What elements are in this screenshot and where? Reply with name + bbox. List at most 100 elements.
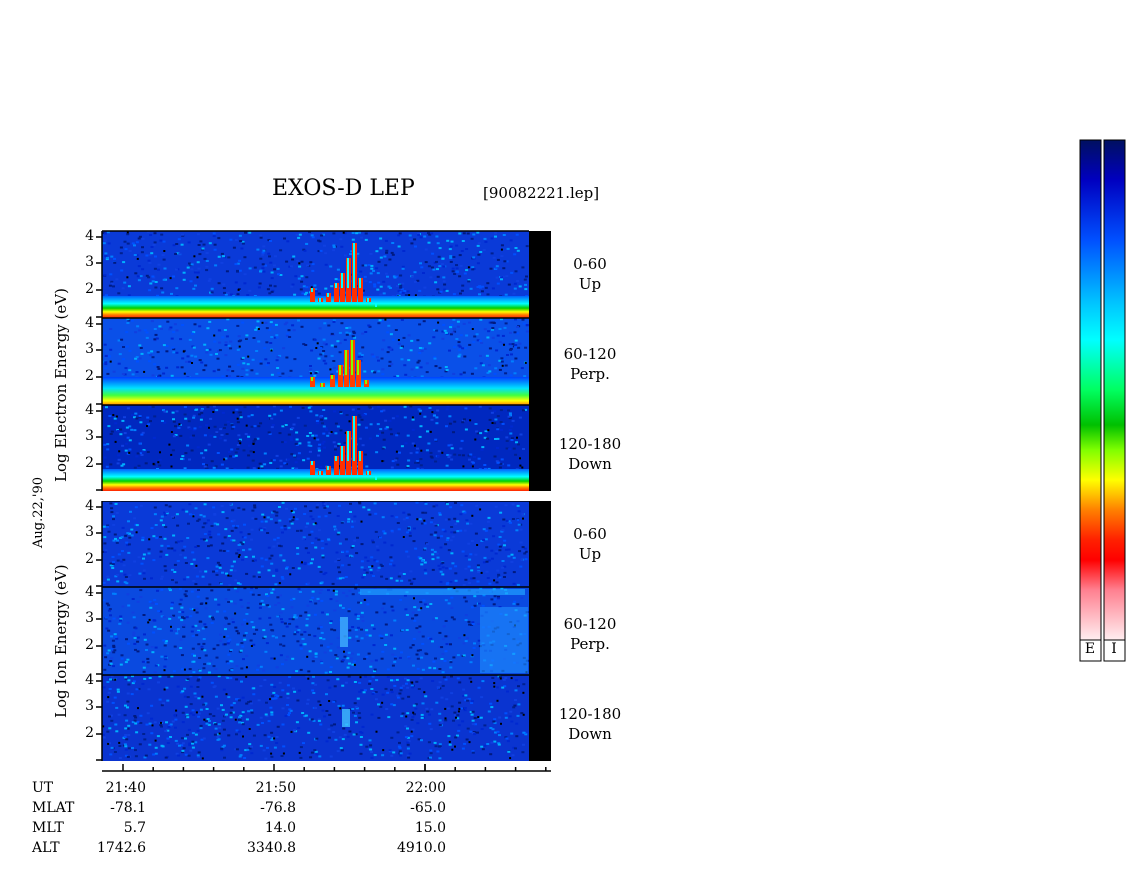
spectrogram-pixel [147,351,151,354]
spectrogram-pixel [273,657,276,660]
spectrogram-pixel [319,249,323,252]
spectrogram-pixel [329,671,332,673]
ion-feature [340,617,348,647]
spectrogram-pixel [524,733,528,736]
spectrogram-pixel [126,577,130,580]
spectrogram-pixel [391,531,395,534]
spectrogram-pixel [397,432,400,435]
spectrogram-pixel [401,684,405,687]
spectrogram-pixel [272,459,276,462]
spectrogram-pixel [381,650,385,653]
spectrogram-pixel [500,357,504,360]
spectrogram-pixel [184,737,187,740]
spectrogram-pixel [217,350,220,352]
spectrogram-pixel [230,617,234,620]
y-tick-label: 4 [85,402,94,418]
spectrogram-pixel [320,662,324,665]
no-data-block [529,231,551,318]
spectrogram-pixel [456,530,460,533]
spectrogram-pixel [451,748,454,751]
spectrogram-pixel [373,502,377,505]
spectrogram-pixel [154,646,158,649]
spectrogram-pixel [357,613,361,616]
spectrogram-pixel [164,640,168,643]
spectrogram-pixel [126,621,130,624]
spectrogram-pixel [471,700,474,703]
spectrogram-pixel [143,329,147,332]
spectrogram-pixel [352,711,355,714]
spectrogram-pixel [396,694,400,697]
spectrogram-pixel [380,320,384,323]
spectrogram-pixel [478,293,481,296]
spectrogram-pixel [463,511,467,514]
spectrogram-pixel [239,714,243,717]
spectrogram-pixel [311,236,315,239]
spectrogram-pixel [270,290,274,293]
spectrogram-pixel [162,702,166,705]
spectrogram-pixel [179,553,183,556]
spectrogram-pixel [377,405,380,408]
spectrogram-pixel [442,265,446,268]
spectrogram-pixel [281,723,285,726]
spectrogram-pixel [345,327,349,329]
spectrogram-pixel [371,565,374,568]
spectrogram-pixel [188,668,192,671]
spectrogram-pixel [491,328,494,331]
spectrogram-pixel [243,618,247,621]
spectrogram-pixel [152,436,156,439]
spectrogram-pixel [299,756,303,759]
spectrogram-pixel [336,515,340,517]
spectrogram-pixel [103,456,107,459]
spectrogram-pixel [285,567,288,570]
spectrogram-pixel [317,447,321,450]
spectrogram-pixel [184,590,188,593]
spectrogram-pixel [470,680,473,683]
spectrogram-pixel [214,727,218,730]
spectrogram-pixel [423,519,426,522]
spectrogram-pixel [347,520,350,523]
spectrogram-pixel [387,285,391,288]
spectrogram-pixel [339,429,343,432]
spectrogram-pixel [142,666,146,669]
spectrogram-pixel [464,428,468,431]
spectrogram-pixel [453,453,457,456]
spectrogram-pixel [351,520,355,523]
spectrogram-pixel [481,285,485,288]
spectrogram-pixel [305,624,309,627]
spectrogram-pixel [176,628,180,631]
spectrogram-pixel [329,265,333,268]
spectrogram-pixel [386,331,390,334]
spectrogram-pixel [229,711,233,714]
spectrogram-pixel [514,318,517,321]
spectrogram-pixel [401,629,405,632]
spectrogram-pixel [419,262,422,265]
spectrogram-pixel [347,367,351,369]
spectrogram-pixel [515,722,519,725]
spectrogram-pixel [158,325,162,328]
spectrogram-pixel [445,289,449,292]
spectrogram-pixel [391,460,395,463]
spectrogram-pixel [390,634,393,637]
spectrogram-pixel [382,280,386,283]
spectrogram-pixel [436,686,440,689]
spectrogram-pixel [516,714,520,717]
spectrogram-pixel [169,277,172,280]
spectrogram-pixel [246,438,250,441]
spectrogram-pixel [141,237,145,240]
spectrogram-pixel [476,731,479,734]
spectrogram-pixel [260,599,264,602]
spectrogram-pixel [119,619,122,622]
spectrogram-pixel [246,466,250,469]
spectrogram-pixel [480,540,484,542]
spectrogram-pixel [400,651,403,654]
spectrogram-pixel [192,580,196,582]
spectrogram-pixel [299,647,303,650]
spectrogram-pixel [456,677,460,680]
spectrogram-pixel [439,290,443,293]
spectrogram-pixel [123,743,127,746]
spectrogram-pixel [160,233,164,236]
spectrogram-pixel [198,657,202,659]
spectrogram-pixel [175,243,179,245]
spectrogram-pixel [207,279,211,282]
spectrogram-pixel [263,516,266,519]
